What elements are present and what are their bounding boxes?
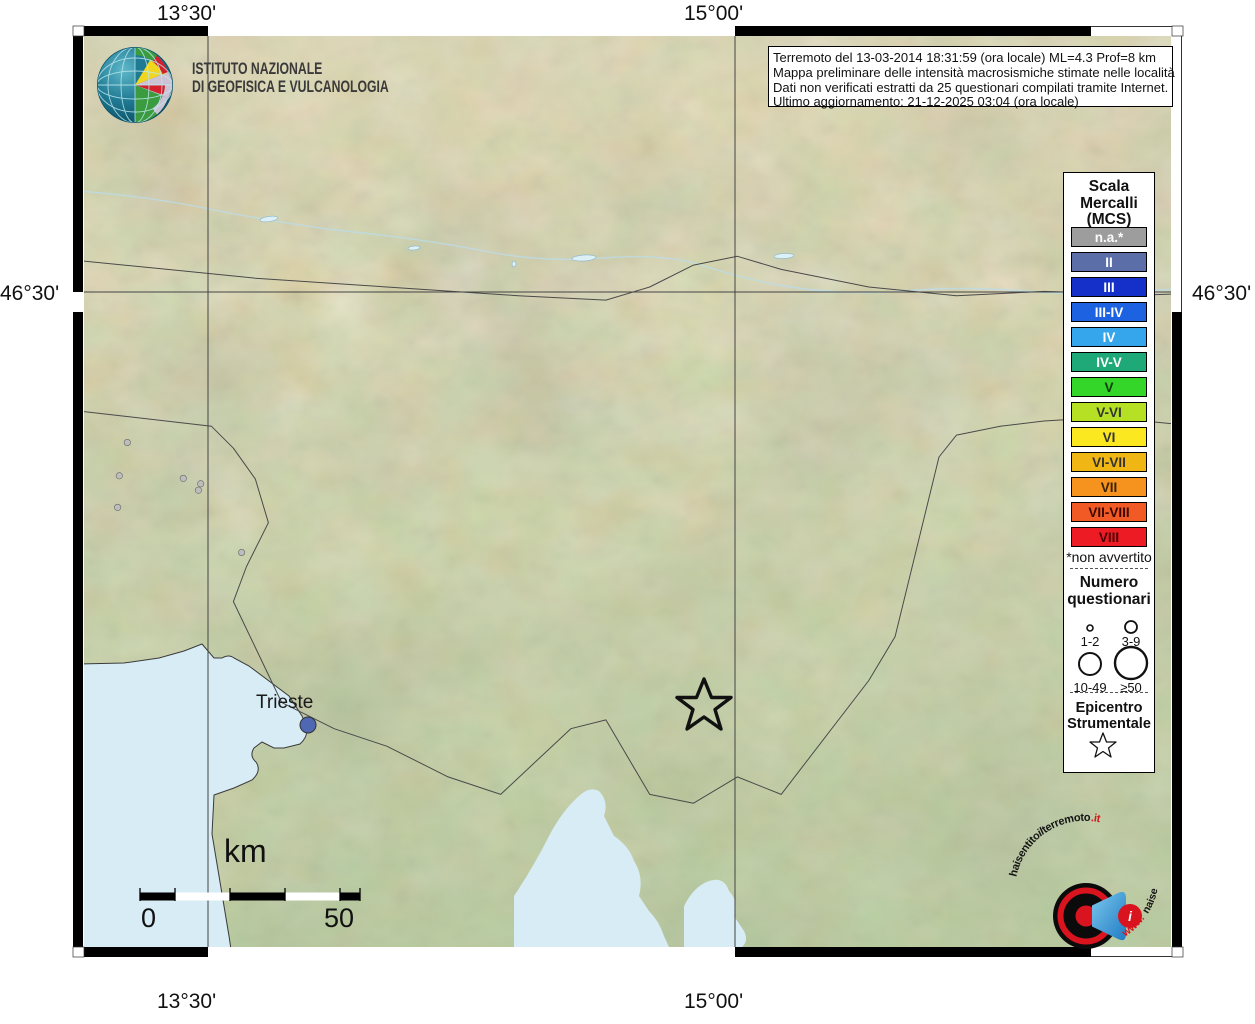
svg-text:0: 0 — [141, 903, 156, 933]
svg-text:naise: naise — [1140, 887, 1161, 916]
svg-text:1-2: 1-2 — [1081, 634, 1100, 649]
svg-text:km: km — [224, 833, 267, 869]
svg-text:Trieste: Trieste — [256, 692, 313, 713]
svg-text:haisentitoilterremoto: haisentitoilterremoto — [1008, 812, 1091, 878]
svg-text:50: 50 — [324, 903, 354, 933]
svg-text:3-9: 3-9 — [1122, 634, 1141, 649]
svg-text:.it: .it — [1091, 812, 1102, 825]
